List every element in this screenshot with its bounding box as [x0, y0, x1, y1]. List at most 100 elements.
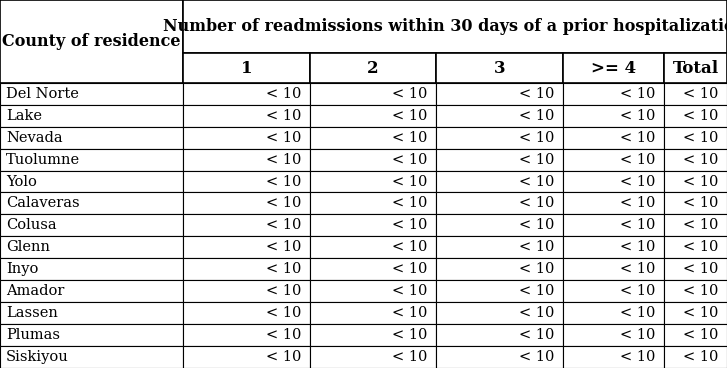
Bar [0, 0, 183, 83]
Bar [664, 258, 727, 280]
Bar [0, 346, 183, 368]
Bar [0, 280, 183, 302]
Bar [563, 346, 664, 368]
Bar [664, 127, 727, 149]
Bar [310, 302, 436, 324]
Text: < 10: < 10 [392, 328, 427, 342]
Text: < 10: < 10 [518, 262, 554, 276]
Bar [183, 127, 310, 149]
Bar [664, 53, 727, 83]
Bar [563, 324, 664, 346]
Bar [436, 346, 563, 368]
Text: >= 4: >= 4 [591, 60, 636, 77]
Bar [0, 83, 183, 105]
Text: < 10: < 10 [518, 284, 554, 298]
Bar [563, 127, 664, 149]
Text: < 10: < 10 [392, 306, 427, 320]
Text: < 10: < 10 [392, 87, 427, 101]
Text: < 10: < 10 [265, 87, 301, 101]
Text: < 10: < 10 [518, 306, 554, 320]
Text: < 10: < 10 [392, 240, 427, 254]
Text: < 10: < 10 [620, 240, 656, 254]
Text: < 10: < 10 [392, 262, 427, 276]
Bar [0, 105, 183, 127]
Text: Yolo: Yolo [6, 174, 36, 188]
Bar [664, 149, 727, 170]
Bar [310, 127, 436, 149]
Text: < 10: < 10 [620, 328, 656, 342]
Text: < 10: < 10 [683, 87, 718, 101]
Bar [664, 83, 727, 105]
Text: < 10: < 10 [392, 284, 427, 298]
Bar [310, 258, 436, 280]
Bar [664, 170, 727, 192]
Text: < 10: < 10 [392, 350, 427, 364]
Text: < 10: < 10 [265, 218, 301, 233]
Text: < 10: < 10 [265, 284, 301, 298]
Text: < 10: < 10 [620, 174, 656, 188]
Text: < 10: < 10 [392, 174, 427, 188]
Text: Lake: Lake [6, 109, 42, 123]
Bar [183, 170, 310, 192]
Bar [310, 215, 436, 236]
Text: < 10: < 10 [620, 350, 656, 364]
Bar [183, 324, 310, 346]
Bar [183, 280, 310, 302]
Bar [183, 236, 310, 258]
Bar [310, 53, 436, 83]
Bar [664, 346, 727, 368]
Text: < 10: < 10 [265, 306, 301, 320]
Bar [563, 105, 664, 127]
Bar [436, 215, 563, 236]
Text: < 10: < 10 [265, 262, 301, 276]
Bar [436, 127, 563, 149]
Text: < 10: < 10 [518, 350, 554, 364]
Text: < 10: < 10 [265, 131, 301, 145]
Text: < 10: < 10 [620, 218, 656, 233]
Bar [0, 149, 183, 170]
Bar [310, 346, 436, 368]
Bar [563, 258, 664, 280]
Text: < 10: < 10 [518, 197, 554, 210]
Text: < 10: < 10 [265, 350, 301, 364]
Bar [310, 83, 436, 105]
Text: < 10: < 10 [683, 153, 718, 167]
Text: < 10: < 10 [683, 306, 718, 320]
Text: < 10: < 10 [620, 197, 656, 210]
Text: < 10: < 10 [265, 153, 301, 167]
Bar [563, 53, 664, 83]
Bar [664, 236, 727, 258]
Bar [563, 302, 664, 324]
Bar [563, 215, 664, 236]
Text: < 10: < 10 [392, 109, 427, 123]
Text: < 10: < 10 [518, 218, 554, 233]
Text: < 10: < 10 [683, 131, 718, 145]
Text: 2: 2 [367, 60, 379, 77]
Text: < 10: < 10 [265, 328, 301, 342]
Bar [0, 324, 183, 346]
Text: < 10: < 10 [620, 284, 656, 298]
Bar [310, 236, 436, 258]
Bar [310, 192, 436, 215]
Text: < 10: < 10 [620, 131, 656, 145]
Bar [436, 149, 563, 170]
Bar [310, 170, 436, 192]
Text: < 10: < 10 [518, 109, 554, 123]
Bar [0, 302, 183, 324]
Text: < 10: < 10 [683, 328, 718, 342]
Text: < 10: < 10 [620, 262, 656, 276]
Text: Calaveras: Calaveras [6, 197, 79, 210]
Text: < 10: < 10 [683, 284, 718, 298]
Bar [436, 192, 563, 215]
Text: < 10: < 10 [620, 306, 656, 320]
Text: Del Norte: Del Norte [6, 87, 79, 101]
Bar [0, 258, 183, 280]
Text: < 10: < 10 [683, 262, 718, 276]
Text: Plumas: Plumas [6, 328, 60, 342]
Bar [436, 236, 563, 258]
Text: < 10: < 10 [683, 350, 718, 364]
Bar [310, 324, 436, 346]
Text: < 10: < 10 [683, 109, 718, 123]
Text: < 10: < 10 [683, 197, 718, 210]
Text: < 10: < 10 [392, 153, 427, 167]
